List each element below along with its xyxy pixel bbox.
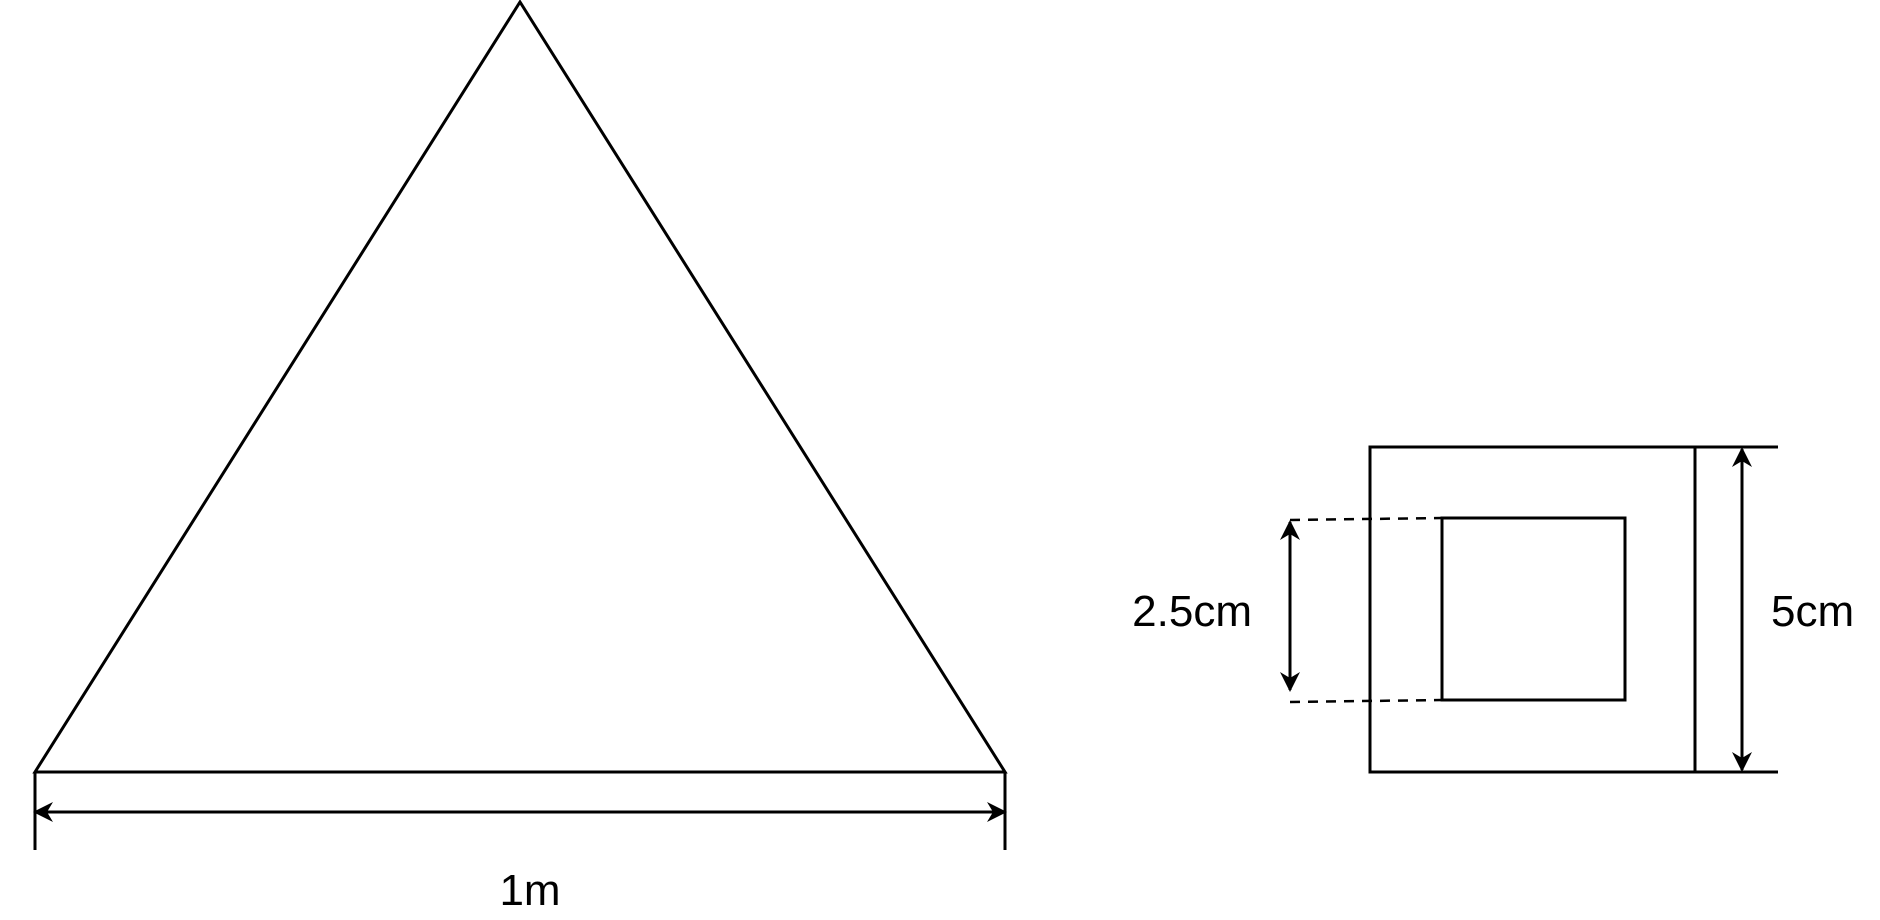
outer-dimension-label: 5cm xyxy=(1771,587,1854,636)
base-dimension-label: 1m xyxy=(499,866,560,915)
inner-square xyxy=(1440,516,1627,702)
triangle-shape xyxy=(32,0,1008,774)
triangle-base-dimension: 1m xyxy=(33,772,1007,915)
inner-extension-line-bottom xyxy=(1289,698,1443,704)
outer-square xyxy=(1368,445,1697,774)
inner-square-dimension: 2.5cm xyxy=(1132,516,1443,704)
inner-dimension-label: 2.5cm xyxy=(1132,587,1252,636)
outer-square-dimension: 5cm xyxy=(1695,445,1854,774)
triangle-figure xyxy=(32,0,1008,774)
square-cross-section xyxy=(1368,445,1697,774)
inner-extension-line-top xyxy=(1289,516,1443,522)
